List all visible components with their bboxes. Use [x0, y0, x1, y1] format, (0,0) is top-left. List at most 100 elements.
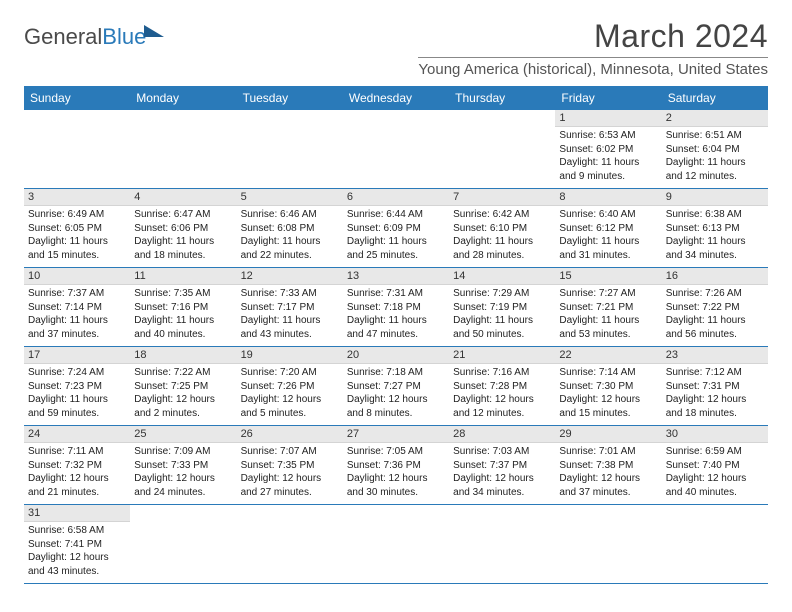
calendar-empty-cell — [343, 110, 449, 188]
day-number: 25 — [130, 426, 236, 443]
day-info: Sunrise: 6:44 AMSunset: 6:09 PMDaylight:… — [343, 206, 449, 266]
daylight-line: Daylight: 11 hours and 25 minutes. — [347, 235, 445, 262]
sunset-line: Sunset: 7:25 PM — [134, 380, 232, 394]
sunset-line: Sunset: 6:08 PM — [241, 222, 339, 236]
sunrise-line: Sunrise: 6:44 AM — [347, 208, 445, 222]
calendar-day-cell: 26Sunrise: 7:07 AMSunset: 7:35 PMDayligh… — [237, 426, 343, 504]
calendar-day-cell: 9Sunrise: 6:38 AMSunset: 6:13 PMDaylight… — [662, 189, 768, 267]
daylight-line: Daylight: 12 hours and 27 minutes. — [241, 472, 339, 499]
sunrise-line: Sunrise: 7:35 AM — [134, 287, 232, 301]
day-info: Sunrise: 6:53 AMSunset: 6:02 PMDaylight:… — [555, 127, 661, 187]
sunset-line: Sunset: 7:19 PM — [453, 301, 551, 315]
calendar-day-cell: 11Sunrise: 7:35 AMSunset: 7:16 PMDayligh… — [130, 268, 236, 346]
calendar-day-cell: 18Sunrise: 7:22 AMSunset: 7:25 PMDayligh… — [130, 347, 236, 425]
day-number: 16 — [662, 268, 768, 285]
day-number: 29 — [555, 426, 661, 443]
sunset-line: Sunset: 7:28 PM — [453, 380, 551, 394]
sunrise-line: Sunrise: 7:16 AM — [453, 366, 551, 380]
day-number: 11 — [130, 268, 236, 285]
daylight-line: Daylight: 12 hours and 18 minutes. — [666, 393, 764, 420]
header: GeneralBlue March 2024 Young America (hi… — [24, 18, 768, 78]
sunrise-line: Sunrise: 6:51 AM — [666, 129, 764, 143]
day-number: 17 — [24, 347, 130, 364]
daylight-line: Daylight: 12 hours and 21 minutes. — [28, 472, 126, 499]
calendar-day-cell: 5Sunrise: 6:46 AMSunset: 6:08 PMDaylight… — [237, 189, 343, 267]
day-number: 15 — [555, 268, 661, 285]
sunrise-line: Sunrise: 7:37 AM — [28, 287, 126, 301]
day-info: Sunrise: 7:27 AMSunset: 7:21 PMDaylight:… — [555, 285, 661, 345]
day-number: 24 — [24, 426, 130, 443]
sunset-line: Sunset: 7:36 PM — [347, 459, 445, 473]
calendar-day-cell: 13Sunrise: 7:31 AMSunset: 7:18 PMDayligh… — [343, 268, 449, 346]
calendar-day-cell: 22Sunrise: 7:14 AMSunset: 7:30 PMDayligh… — [555, 347, 661, 425]
calendar-empty-cell — [130, 110, 236, 188]
sunset-line: Sunset: 6:10 PM — [453, 222, 551, 236]
sunrise-line: Sunrise: 7:24 AM — [28, 366, 126, 380]
calendar-week-row: 10Sunrise: 7:37 AMSunset: 7:14 PMDayligh… — [24, 268, 768, 347]
day-info: Sunrise: 6:58 AMSunset: 7:41 PMDaylight:… — [24, 522, 130, 582]
calendar-day-cell: 12Sunrise: 7:33 AMSunset: 7:17 PMDayligh… — [237, 268, 343, 346]
sunrise-line: Sunrise: 7:05 AM — [347, 445, 445, 459]
calendar-week-row: 3Sunrise: 6:49 AMSunset: 6:05 PMDaylight… — [24, 189, 768, 268]
calendar-empty-cell — [24, 110, 130, 188]
logo-text-general: General — [24, 24, 102, 50]
day-info: Sunrise: 6:49 AMSunset: 6:05 PMDaylight:… — [24, 206, 130, 266]
daylight-line: Daylight: 11 hours and 12 minutes. — [666, 156, 764, 183]
day-info: Sunrise: 6:47 AMSunset: 6:06 PMDaylight:… — [130, 206, 236, 266]
calendar-empty-cell — [237, 505, 343, 583]
calendar-day-cell: 8Sunrise: 6:40 AMSunset: 6:12 PMDaylight… — [555, 189, 661, 267]
calendar-empty-cell — [555, 505, 661, 583]
sunset-line: Sunset: 6:13 PM — [666, 222, 764, 236]
day-info: Sunrise: 7:35 AMSunset: 7:16 PMDaylight:… — [130, 285, 236, 345]
calendar-week-row: 1Sunrise: 6:53 AMSunset: 6:02 PMDaylight… — [24, 110, 768, 189]
page-subtitle: Young America (historical), Minnesota, U… — [418, 57, 768, 78]
sunset-line: Sunset: 7:27 PM — [347, 380, 445, 394]
calendar-day-cell: 27Sunrise: 7:05 AMSunset: 7:36 PMDayligh… — [343, 426, 449, 504]
day-info: Sunrise: 7:18 AMSunset: 7:27 PMDaylight:… — [343, 364, 449, 424]
daylight-line: Daylight: 12 hours and 2 minutes. — [134, 393, 232, 420]
day-number: 13 — [343, 268, 449, 285]
sunset-line: Sunset: 7:16 PM — [134, 301, 232, 315]
calendar-empty-cell — [237, 110, 343, 188]
day-headers-row: SundayMondayTuesdayWednesdayThursdayFrid… — [24, 86, 768, 110]
calendar-day-cell: 30Sunrise: 6:59 AMSunset: 7:40 PMDayligh… — [662, 426, 768, 504]
day-number: 2 — [662, 110, 768, 127]
daylight-line: Daylight: 11 hours and 15 minutes. — [28, 235, 126, 262]
calendar-day-cell: 23Sunrise: 7:12 AMSunset: 7:31 PMDayligh… — [662, 347, 768, 425]
daylight-line: Daylight: 11 hours and 59 minutes. — [28, 393, 126, 420]
day-info: Sunrise: 7:09 AMSunset: 7:33 PMDaylight:… — [130, 443, 236, 503]
sunrise-line: Sunrise: 7:14 AM — [559, 366, 657, 380]
sunrise-line: Sunrise: 6:53 AM — [559, 129, 657, 143]
day-info: Sunrise: 7:24 AMSunset: 7:23 PMDaylight:… — [24, 364, 130, 424]
daylight-line: Daylight: 12 hours and 5 minutes. — [241, 393, 339, 420]
daylight-line: Daylight: 11 hours and 40 minutes. — [134, 314, 232, 341]
calendar-day-cell: 20Sunrise: 7:18 AMSunset: 7:27 PMDayligh… — [343, 347, 449, 425]
day-info: Sunrise: 7:26 AMSunset: 7:22 PMDaylight:… — [662, 285, 768, 345]
sunset-line: Sunset: 7:23 PM — [28, 380, 126, 394]
sunset-line: Sunset: 7:18 PM — [347, 301, 445, 315]
daylight-line: Daylight: 11 hours and 28 minutes. — [453, 235, 551, 262]
sunset-line: Sunset: 6:02 PM — [559, 143, 657, 157]
day-info: Sunrise: 7:12 AMSunset: 7:31 PMDaylight:… — [662, 364, 768, 424]
day-number: 4 — [130, 189, 236, 206]
day-number: 12 — [237, 268, 343, 285]
calendar-day-cell: 21Sunrise: 7:16 AMSunset: 7:28 PMDayligh… — [449, 347, 555, 425]
day-number: 9 — [662, 189, 768, 206]
daylight-line: Daylight: 11 hours and 18 minutes. — [134, 235, 232, 262]
sunrise-line: Sunrise: 7:07 AM — [241, 445, 339, 459]
sunset-line: Sunset: 7:41 PM — [28, 538, 126, 552]
sunrise-line: Sunrise: 6:40 AM — [559, 208, 657, 222]
daylight-line: Daylight: 11 hours and 22 minutes. — [241, 235, 339, 262]
day-number: 1 — [555, 110, 661, 127]
calendar-day-cell: 24Sunrise: 7:11 AMSunset: 7:32 PMDayligh… — [24, 426, 130, 504]
day-number: 18 — [130, 347, 236, 364]
sunset-line: Sunset: 7:37 PM — [453, 459, 551, 473]
day-number: 5 — [237, 189, 343, 206]
sunset-line: Sunset: 6:06 PM — [134, 222, 232, 236]
daylight-line: Daylight: 11 hours and 34 minutes. — [666, 235, 764, 262]
sunrise-line: Sunrise: 6:47 AM — [134, 208, 232, 222]
daylight-line: Daylight: 12 hours and 12 minutes. — [453, 393, 551, 420]
page-title: March 2024 — [418, 18, 768, 55]
sunrise-line: Sunrise: 6:42 AM — [453, 208, 551, 222]
sunrise-line: Sunrise: 6:59 AM — [666, 445, 764, 459]
